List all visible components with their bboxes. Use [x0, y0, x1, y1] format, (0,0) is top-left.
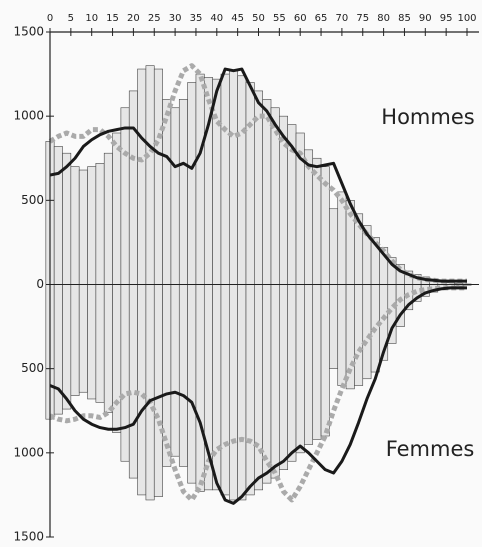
bar — [170, 284, 180, 457]
bar — [78, 169, 88, 285]
bar — [145, 284, 155, 501]
bar — [178, 284, 188, 467]
bar — [245, 284, 255, 496]
bar — [279, 284, 288, 470]
bar — [187, 82, 197, 285]
x-tick-label: 85 — [398, 13, 411, 24]
x-tick-label: 35 — [190, 13, 203, 24]
x-tick-label: 65 — [315, 13, 328, 24]
x-tick-label: 80 — [377, 13, 390, 24]
y-tick-label: 1500 — [13, 530, 44, 544]
bar — [262, 284, 272, 484]
bar — [329, 284, 339, 369]
x-tick-label: 90 — [419, 13, 432, 24]
x-tick-label: 70 — [336, 13, 349, 24]
bar — [337, 284, 347, 386]
bar — [295, 284, 305, 454]
bar — [128, 284, 138, 479]
x-tick-label: 45 — [231, 13, 244, 24]
y-tick-label: 1000 — [13, 109, 44, 123]
bar — [237, 284, 247, 501]
bar — [87, 166, 97, 285]
bar — [62, 284, 72, 410]
x-tick-label: 60 — [294, 13, 307, 24]
bar — [220, 73, 230, 285]
bar — [195, 284, 205, 492]
bar — [178, 99, 188, 285]
bar — [262, 99, 272, 285]
bar — [212, 284, 222, 491]
x-tick-label: 5 — [68, 13, 74, 24]
bar — [170, 107, 180, 285]
bar — [120, 107, 130, 285]
bar — [153, 284, 163, 497]
bar — [245, 82, 255, 285]
bar — [304, 284, 314, 445]
line — [48, 63, 467, 284]
bar — [145, 65, 155, 285]
annotation: Hommes — [381, 105, 474, 129]
x-tick-label: 25 — [148, 13, 161, 24]
x-tick-label: 0 — [47, 13, 53, 24]
y-tick-label: 1500 — [13, 25, 44, 39]
bar — [237, 75, 247, 285]
bar — [229, 284, 238, 501]
bar — [137, 68, 147, 285]
bar — [270, 284, 280, 479]
x-tick-label: 30 — [169, 13, 182, 24]
bar — [70, 166, 80, 285]
line — [49, 286, 467, 505]
x-tick-label: 95 — [440, 13, 453, 24]
bar — [62, 152, 72, 285]
bar — [287, 284, 297, 462]
bar — [87, 284, 97, 400]
y-tick-label: 1000 — [13, 445, 44, 459]
bar — [95, 284, 105, 403]
y-tick-label: 500 — [21, 193, 44, 207]
x-tick-label: 40 — [210, 13, 223, 24]
bar — [120, 284, 130, 462]
y-tick-label: 0 — [36, 277, 44, 291]
bar — [320, 284, 330, 437]
bar — [329, 208, 339, 285]
bar — [220, 284, 230, 496]
y-tick-label: 500 — [21, 361, 44, 375]
bar — [137, 284, 147, 496]
bar — [254, 284, 263, 491]
bar — [95, 163, 105, 285]
bar — [153, 68, 163, 285]
bar — [103, 152, 113, 285]
bar — [112, 284, 122, 433]
bar — [187, 284, 197, 484]
x-tick-label: 50 — [252, 13, 265, 24]
bar — [112, 132, 122, 285]
bar — [229, 70, 238, 285]
x-tick-label: 20 — [127, 13, 140, 24]
x-tick-label: 75 — [356, 13, 369, 24]
annotation: Femmes — [386, 437, 475, 461]
x-tick-label: 10 — [85, 13, 98, 24]
x-tick-label: 55 — [273, 13, 286, 24]
bar — [53, 146, 63, 285]
bar — [354, 284, 364, 386]
x-tick-label: 100 — [457, 13, 476, 24]
bar — [128, 90, 138, 285]
bar — [103, 284, 113, 413]
bar — [312, 284, 322, 440]
bar — [362, 284, 372, 380]
x-tick-label: 15 — [106, 13, 119, 24]
bar — [195, 73, 205, 285]
bar — [70, 284, 80, 396]
line — [49, 67, 467, 283]
bar — [78, 284, 88, 393]
